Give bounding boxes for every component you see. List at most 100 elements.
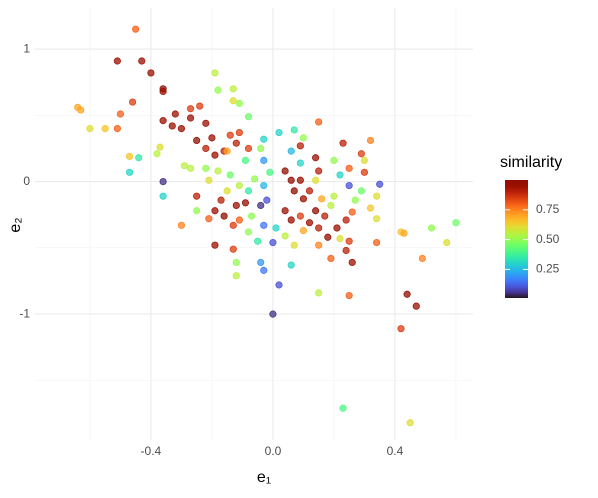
- point: [235, 128, 243, 137]
- point: [296, 212, 304, 220]
- point: [211, 69, 219, 77]
- point: [211, 207, 219, 215]
- point: [452, 219, 460, 227]
- point: [296, 176, 304, 184]
- point: [202, 119, 210, 127]
- point: [360, 156, 369, 164]
- point: [196, 102, 204, 110]
- point: [299, 227, 308, 235]
- point: [193, 207, 201, 215]
- point: [147, 69, 155, 77]
- point: [281, 232, 289, 240]
- point: [275, 128, 283, 137]
- point: [373, 238, 381, 247]
- colorbar-label: 0.75: [536, 202, 560, 216]
- point: [366, 136, 375, 145]
- point: [287, 261, 295, 269]
- point: [315, 241, 323, 249]
- point: [290, 187, 298, 195]
- point: [269, 310, 277, 318]
- point: [327, 201, 335, 210]
- point: [226, 171, 234, 179]
- point: [263, 196, 271, 204]
- point: [403, 290, 411, 298]
- point: [229, 245, 237, 253]
- point: [342, 246, 350, 255]
- point: [260, 221, 268, 229]
- point: [357, 187, 365, 195]
- point: [223, 147, 231, 155]
- point: [269, 238, 277, 247]
- point: [77, 106, 85, 114]
- point: [260, 156, 268, 164]
- point: [339, 404, 347, 412]
- point: [217, 196, 225, 204]
- point: [159, 87, 167, 96]
- point: [275, 281, 283, 289]
- point: [254, 237, 262, 245]
- point: [400, 229, 408, 237]
- point: [229, 97, 237, 105]
- point: [168, 122, 176, 130]
- point: [193, 136, 201, 145]
- point: [229, 221, 237, 229]
- point: [202, 164, 210, 172]
- point: [305, 187, 314, 195]
- x-tick-label: 0.4: [387, 444, 404, 458]
- point: [116, 110, 125, 118]
- point: [348, 258, 356, 267]
- point: [345, 237, 353, 245]
- point: [156, 143, 164, 151]
- point: [244, 187, 253, 195]
- point: [260, 266, 268, 274]
- point: [260, 135, 268, 143]
- point: [266, 168, 274, 176]
- point: [186, 164, 195, 172]
- point: [229, 85, 237, 93]
- y-tick-label: 0: [23, 174, 30, 188]
- legend-title: similarity: [500, 154, 562, 171]
- point: [129, 98, 137, 106]
- point: [427, 224, 436, 232]
- point: [211, 151, 219, 159]
- point: [113, 57, 121, 65]
- point: [443, 238, 451, 247]
- x-tick-label: 0.0: [265, 444, 282, 458]
- point: [336, 171, 344, 179]
- point: [312, 176, 320, 184]
- point: [272, 224, 280, 232]
- point: [281, 167, 289, 175]
- point: [330, 192, 338, 200]
- point: [208, 134, 216, 142]
- point: [305, 219, 314, 227]
- point: [373, 192, 381, 200]
- point: [135, 154, 143, 162]
- point: [397, 325, 405, 333]
- point: [360, 168, 369, 176]
- point: [312, 207, 320, 215]
- point: [251, 175, 259, 183]
- point: [186, 114, 195, 122]
- point: [159, 117, 167, 125]
- point: [247, 212, 256, 220]
- point: [205, 215, 213, 223]
- point: [336, 234, 344, 243]
- point: [232, 139, 240, 147]
- point: [241, 199, 250, 207]
- point: [296, 159, 304, 167]
- point: [223, 187, 231, 195]
- point: [345, 181, 353, 190]
- point: [159, 177, 167, 186]
- point: [327, 254, 335, 263]
- point: [244, 113, 253, 121]
- point: [177, 124, 186, 133]
- point: [235, 99, 243, 108]
- point: [315, 167, 323, 175]
- point: [290, 126, 298, 134]
- point: [257, 258, 265, 267]
- point: [214, 167, 222, 175]
- point: [101, 124, 109, 133]
- y-tick-label: 1: [23, 41, 30, 55]
- point: [220, 212, 228, 220]
